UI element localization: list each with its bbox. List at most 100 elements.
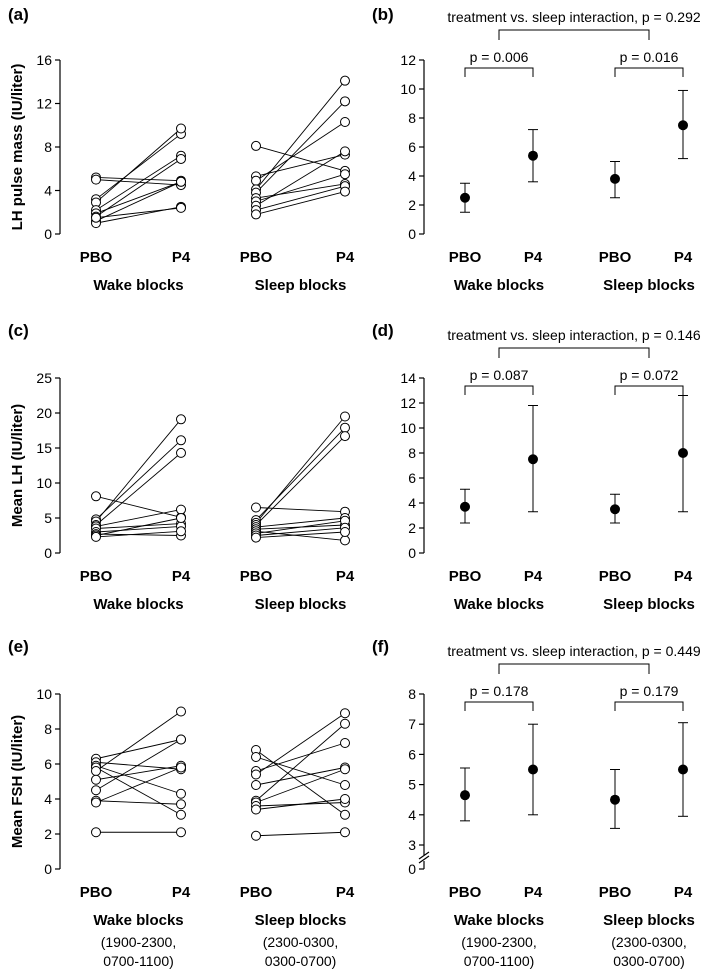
subject-point-p4 (340, 96, 350, 107)
subject-line (95, 439, 182, 520)
subject-point-pbo (91, 774, 101, 785)
mean-point (610, 504, 620, 515)
subject-point-p4 (176, 447, 186, 458)
subject-line (95, 179, 182, 186)
subject-line (255, 80, 346, 190)
y-tick-label: 2 (408, 520, 416, 536)
subject-point-p4 (176, 504, 186, 515)
x-category-label: PBO (599, 568, 632, 585)
subject-line (95, 155, 182, 211)
x-category-label: PBO (449, 249, 482, 266)
x-category-label: P4 (336, 568, 355, 585)
pvalue-label: p = 0.178 (470, 683, 529, 699)
subject-line (255, 527, 346, 536)
x-category-label: PBO (449, 884, 482, 901)
panel-b: (b) 0 2 4 6 8 10 12 PBO P4 PBO P4 Wake blocks Sleep b… (372, 5, 701, 294)
subject-line (95, 207, 182, 219)
subject-line (95, 800, 182, 805)
subject-line (255, 121, 346, 182)
mean-point (610, 794, 620, 805)
group-sublabel-line: 0300-0700) (613, 953, 685, 969)
group-sublabel: (1900-2300, 0700-1100) (101, 934, 177, 969)
subject-line (95, 177, 182, 182)
subject-point-pbo (251, 804, 261, 815)
y-tick-label: 7 (408, 716, 416, 732)
group-label: Wake blocks (93, 912, 183, 929)
pvalue-bracket (464, 385, 534, 395)
subject-point-p4 (340, 186, 350, 197)
x-category-label: P4 (524, 568, 543, 585)
x-category-label: PBO (240, 568, 273, 585)
x-category-label: PBO (80, 249, 113, 266)
mean-point (528, 764, 538, 775)
subject-point-p4 (340, 116, 350, 127)
subject-point-pbo (251, 780, 261, 790)
subject-line (95, 133, 182, 200)
y-tick-label: 0 (408, 545, 416, 561)
x-category-label: PBO (599, 249, 632, 266)
subject-line (255, 191, 346, 215)
y-tick-label: 0 (408, 226, 416, 242)
subject-point-p4 (176, 153, 186, 164)
subject-line (95, 530, 182, 538)
pvalue-bracket (614, 385, 684, 395)
subject-line (255, 150, 346, 207)
group-sublabel: (2300-0300, 0300-0700) (611, 934, 687, 969)
subject-point-pbo (91, 766, 101, 776)
subject-line (95, 765, 182, 795)
subject-point-p4 (176, 706, 186, 717)
y-tick-label: 8 (408, 110, 416, 126)
y-axis-label: Mean FSH (IU/liter) (9, 715, 26, 848)
interaction-bracket (498, 347, 650, 358)
y-tick-label: 10 (400, 420, 416, 436)
x-category-label: PBO (449, 568, 482, 585)
axis-break-mark (418, 855, 430, 864)
y-tick-label: 6 (408, 470, 416, 486)
subject-point-p4 (340, 794, 350, 804)
y-tick-label: 4 (408, 495, 416, 511)
subject-point-p4 (340, 75, 350, 86)
y-tick-label: 0 (44, 861, 52, 877)
subject-point-pbo (251, 502, 261, 513)
pvalue-label: p = 0.072 (620, 367, 679, 383)
interaction-bracket (498, 663, 650, 674)
subject-line (255, 507, 346, 513)
y-tick-label: 4 (408, 807, 416, 823)
y-tick-label: 12 (400, 395, 416, 411)
pvalue-bracket (614, 701, 684, 711)
y-tick-label: 25 (36, 370, 52, 386)
y-tick-label: 16 (36, 52, 52, 68)
subject-point-p4 (340, 708, 350, 719)
subject-line (95, 419, 182, 522)
y-tick-label: 5 (408, 777, 416, 793)
group-sublabel-line: (2300-0300, (611, 934, 687, 950)
x-category-label: P4 (172, 568, 191, 585)
x-category-label: P4 (172, 249, 191, 266)
group-label: Sleep blocks (255, 912, 347, 929)
subject-line (255, 517, 346, 528)
subject-point-pbo (91, 531, 101, 542)
subject-point-p4 (340, 169, 350, 180)
mean-point (460, 790, 470, 801)
subject-line (95, 517, 182, 536)
y-tick-label: 10 (400, 81, 416, 97)
interaction-label: treatment vs. sleep interaction, p = 0.4… (447, 643, 701, 659)
x-category-label: PBO (240, 249, 273, 266)
subject-point-pbo (91, 797, 101, 808)
y-tick-label: 6 (408, 139, 416, 155)
group-label: Wake blocks (93, 596, 183, 613)
subject-point-pbo (91, 491, 101, 502)
subject-point-p4 (340, 764, 350, 775)
y-tick-label: 4 (44, 183, 52, 199)
y-tick-label: 4 (44, 791, 52, 807)
panel-f: (f) 0 3 4 5 6 7 8 PBO P4 PBO P4 Wake blocks (1900-230… (372, 637, 701, 969)
subject-line (255, 530, 346, 541)
subject-line (95, 765, 182, 781)
y-tick-label: 4 (408, 168, 416, 184)
y-axis: 0 4 8 12 16 (36, 52, 61, 242)
subject-line (95, 158, 182, 217)
subject-line (255, 531, 346, 539)
mean-point (528, 454, 538, 465)
subject-point-p4 (176, 513, 186, 523)
